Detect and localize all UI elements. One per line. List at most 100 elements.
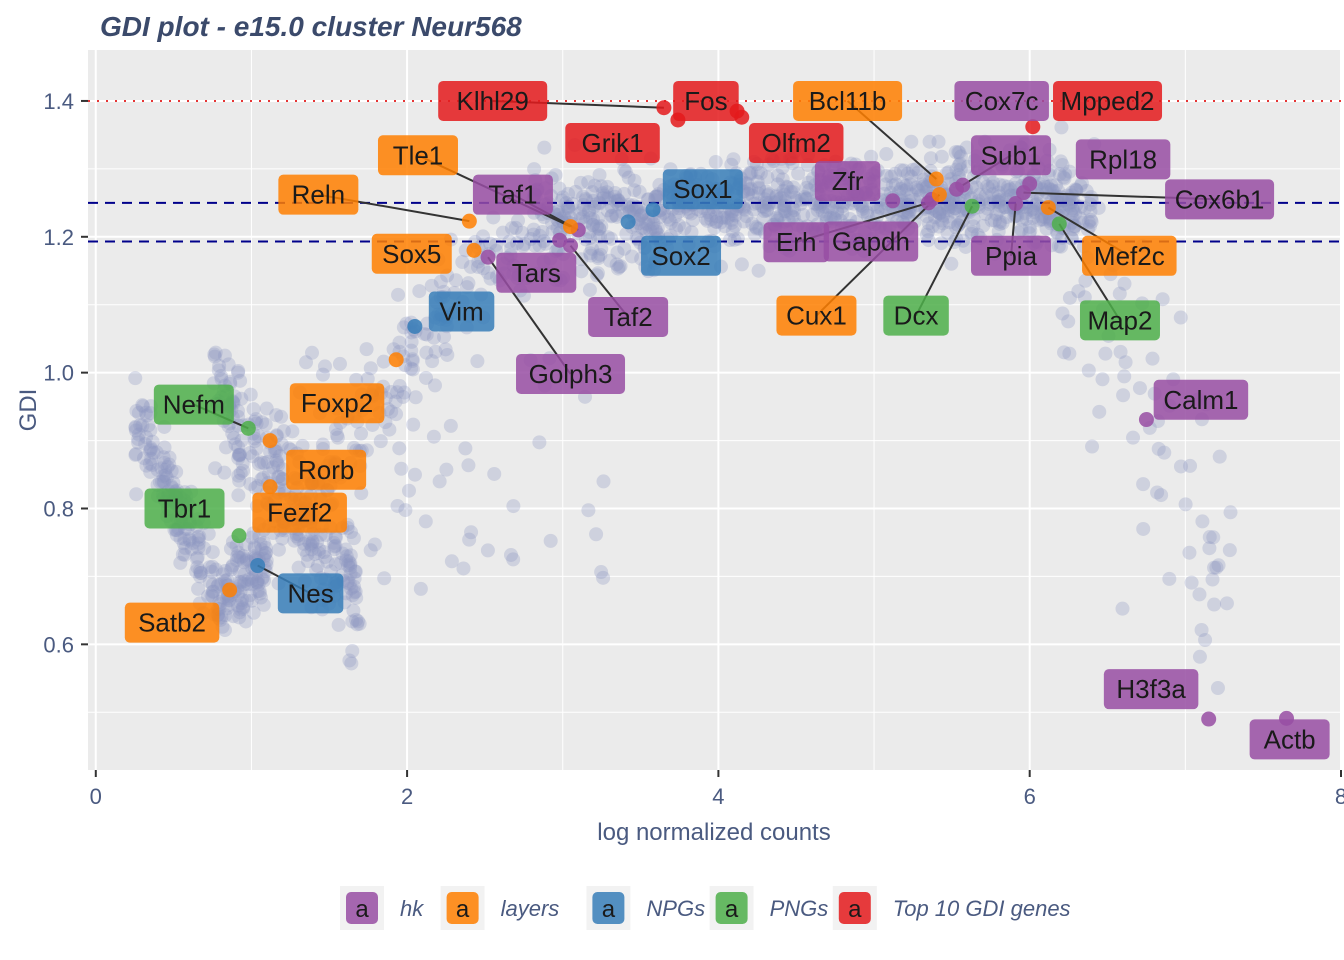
gene-label-klhl29: Klhl29	[438, 80, 548, 121]
legend-item-pngs: a PNGs	[709, 886, 828, 930]
gene-point	[931, 134, 946, 149]
gene-point	[611, 197, 626, 212]
gene-point	[201, 526, 216, 541]
gene-point	[684, 225, 699, 240]
gene-point	[992, 216, 1007, 231]
gene-point	[596, 188, 611, 203]
gene-point	[226, 430, 241, 445]
gene-point	[751, 263, 766, 278]
gene-point	[910, 182, 925, 197]
gene-point	[581, 205, 596, 220]
gene-point	[231, 451, 246, 466]
gene-point	[456, 561, 471, 576]
gene-label-box	[472, 174, 553, 215]
legend-swatch	[446, 892, 479, 924]
gene-point	[649, 224, 664, 239]
gene-point	[1173, 310, 1188, 325]
gene-point	[527, 162, 542, 177]
gene-label-text: Actb	[1264, 724, 1316, 754]
gene-point	[1046, 184, 1061, 199]
gene-label-taf2: Taf2	[588, 296, 669, 337]
gene-point	[202, 560, 217, 575]
gene-point	[980, 179, 995, 194]
gene-point	[922, 134, 937, 149]
gene-point	[418, 370, 433, 385]
gene-point	[425, 354, 440, 369]
gene-point	[1064, 185, 1079, 200]
gene-point	[347, 571, 362, 586]
gene-point	[258, 546, 273, 561]
gene-point	[217, 622, 232, 637]
legend-item-layers: a layers	[440, 886, 559, 930]
gene-label-box	[883, 295, 949, 336]
gene-point	[250, 584, 265, 599]
gene-point	[143, 423, 158, 438]
gene-point	[394, 461, 409, 476]
gene-point	[312, 542, 327, 557]
gene-point	[916, 179, 931, 194]
gene-point	[543, 533, 558, 548]
gene-point	[637, 221, 652, 236]
gene-point	[853, 198, 868, 213]
gene-point	[307, 547, 322, 562]
gene-label-box	[1153, 379, 1249, 420]
gene-point	[142, 443, 157, 458]
gene-point	[231, 440, 246, 455]
gene-point	[651, 189, 666, 204]
gene-point	[275, 471, 290, 486]
gene-label-text: Sub1	[981, 140, 1042, 170]
gene-point	[948, 201, 963, 216]
gene-point	[727, 232, 742, 247]
gene-label-text: Foxp2	[301, 388, 373, 418]
gene-label-text: Grik1	[581, 128, 643, 158]
gene-point	[231, 447, 246, 462]
gene-point	[776, 184, 791, 199]
gene-point-calm1	[1138, 412, 1154, 428]
x-tick-label: 0	[90, 784, 102, 809]
gene-point	[786, 203, 801, 218]
gene-point	[624, 249, 639, 264]
gene-point	[138, 436, 153, 451]
gene-point	[162, 450, 177, 465]
gene-point	[316, 545, 331, 560]
gene-point	[1065, 211, 1080, 226]
gene-point-cox6b1	[1015, 185, 1031, 201]
gene-point	[251, 456, 266, 471]
gene-point	[388, 394, 403, 409]
gene-point	[949, 162, 964, 177]
gene-point	[1095, 372, 1110, 387]
gene-point	[173, 531, 188, 546]
gene-point	[343, 525, 358, 540]
gene-point	[404, 343, 419, 358]
gene-point	[343, 560, 358, 575]
gene-point	[305, 345, 320, 360]
gene-label-foxp2: Foxp2	[289, 383, 385, 424]
gene-point	[328, 538, 343, 553]
gene-point	[786, 210, 801, 225]
gene-point	[139, 458, 154, 473]
gene-point	[234, 575, 249, 590]
gene-point	[671, 218, 686, 233]
gene-point	[462, 532, 477, 547]
gene-point	[229, 553, 244, 568]
gene-point	[254, 542, 269, 557]
gene-label-tbr1: Tbr1	[144, 488, 225, 529]
gene-point	[1183, 458, 1198, 473]
gene-point	[896, 176, 911, 191]
gene-point	[233, 447, 248, 462]
gene-point	[426, 429, 441, 444]
gene-point	[363, 543, 378, 558]
gene-point	[982, 197, 997, 212]
gene-point	[591, 211, 606, 226]
gene-point-reln	[461, 213, 477, 229]
gene-point	[991, 193, 1006, 208]
gene-point	[237, 577, 252, 592]
gene-point	[797, 189, 812, 204]
gene-label-nes: Nes	[277, 573, 344, 614]
gene-point	[1015, 212, 1030, 227]
gene-point	[339, 549, 354, 564]
gene-point	[271, 458, 286, 473]
gene-point	[237, 567, 252, 582]
gene-point	[964, 224, 979, 239]
gene-point	[925, 219, 940, 234]
